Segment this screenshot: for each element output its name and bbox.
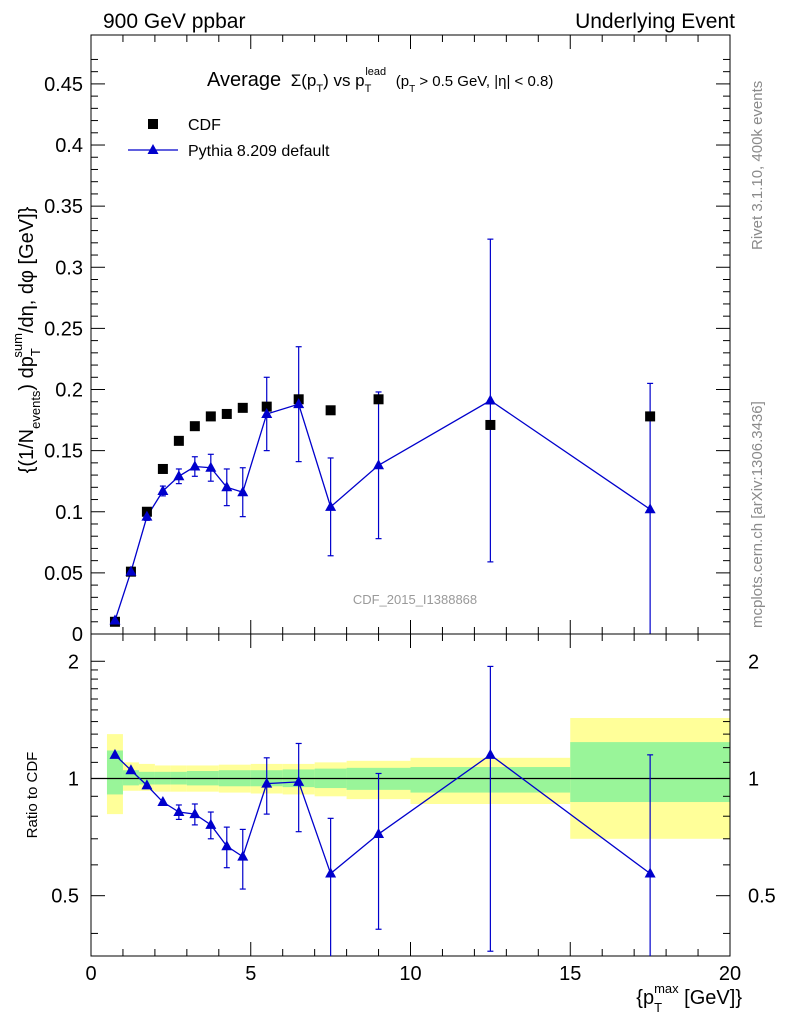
ratio-data-point <box>157 796 169 807</box>
y-tick-label: 0.2 <box>55 380 83 402</box>
data-point-cdf <box>325 405 336 416</box>
y-tick-label: 0.05 <box>44 563 83 585</box>
main-data-layer <box>109 238 656 634</box>
ratio-band-layer <box>91 717 730 839</box>
data-point-pythia <box>189 460 201 471</box>
ratio-y-tick-label-right: 0.5 <box>748 886 776 908</box>
data-point-cdf <box>261 401 272 412</box>
data-point-cdf <box>189 421 200 432</box>
main-panel: 0 0.05 0.1 0.15 0.2 0.25 0.3 0.35 0.4 0.45 Averag… <box>10 34 731 646</box>
ratio-data-point <box>373 828 385 839</box>
data-point-cdf <box>157 463 168 474</box>
histogram-id: CDF_2015_I1388868 <box>353 592 477 607</box>
header-left: 900 GeV ppbar <box>103 10 245 33</box>
header-right: Underlying Event <box>575 10 735 33</box>
data-point-pythia <box>644 503 656 514</box>
ratio-data-layer <box>109 665 656 956</box>
main-x-axis <box>90 35 731 634</box>
data-point-pythia <box>261 407 273 418</box>
ratio-data-point <box>484 748 496 759</box>
ratio-data-point <box>109 748 121 759</box>
data-point-cdf <box>645 411 656 422</box>
y-tick-label: 0.4 <box>55 135 83 157</box>
y-tick-label: 0.3 <box>55 257 83 279</box>
ratio-x-axis: 0 5 10 15 20 <box>85 634 741 985</box>
data-point-pythia <box>205 461 217 472</box>
data-point-pythia <box>109 614 121 625</box>
y-tick-label: 0.35 <box>44 196 83 218</box>
data-point-cdf <box>205 411 216 422</box>
legend-label-pythia: Pythia 8.209 default <box>188 143 330 160</box>
ratio-data-point <box>189 808 201 819</box>
data-point-pythia <box>293 398 305 409</box>
ratio-data-point <box>173 806 185 817</box>
plot-title: Average Σ(pT) vs pTlead (pT > 0.5 GeV, |… <box>207 58 553 95</box>
data-point-pythia <box>221 481 233 492</box>
x-tick-label: 20 <box>719 963 741 985</box>
data-point-cdf <box>173 435 184 446</box>
data-point-pythia <box>237 486 249 497</box>
data-point-pythia <box>125 565 137 576</box>
series-line-pythia <box>114 399 651 621</box>
ratio-data-point <box>293 775 305 786</box>
uncertainty-band-green <box>106 750 123 795</box>
data-point-pythia <box>484 394 496 405</box>
data-point-cdf <box>373 394 384 405</box>
side-note-rivet: Rivet 3.1.10, 400k events <box>749 81 766 250</box>
main-y-label: {(1/Nevents) dpTsum/dη, dφ [GeV]} <box>10 206 43 473</box>
ratio-data-point <box>325 867 337 878</box>
ratio-y-tick-label-right: 1 <box>748 768 759 790</box>
data-point-cdf <box>221 408 232 419</box>
y-tick-label: 0 <box>72 624 83 646</box>
legend-label-cdf: CDF <box>188 117 221 134</box>
ratio-data-point <box>125 764 137 775</box>
legend-marker-pythia <box>147 144 159 154</box>
data-point-pythia <box>373 459 385 470</box>
y-tick-label: 0.45 <box>44 74 83 96</box>
data-point-pythia <box>157 484 169 495</box>
ratio-data-point <box>261 777 273 788</box>
ratio-data-point <box>205 818 217 829</box>
legend-marker-cdf <box>148 119 158 129</box>
ratio-data-point <box>221 840 233 851</box>
legend: CDF Pythia 8.209 default <box>128 117 330 160</box>
ratio-y-tick-label: 1 <box>68 768 79 790</box>
ratio-y-tick-label-right: 2 <box>748 651 759 673</box>
data-point-pythia <box>173 470 185 481</box>
ratio-data-point <box>644 867 656 878</box>
data-point-cdf <box>485 419 496 430</box>
data-point-cdf <box>237 402 248 413</box>
ratio-data-point <box>141 779 153 790</box>
x-tick-label: 5 <box>245 963 256 985</box>
side-note-mcplots: mcplots.cern.ch [arXiv:1306.3436] <box>749 401 766 628</box>
ratio-panel: 0.5 0.5 1 1 2 2 0 5 10 15 20 Ratio to CDF <box>24 633 776 985</box>
ratio-y-tick-label: 0.5 <box>51 886 79 908</box>
ratio-y-label: Ratio to CDF <box>24 752 41 839</box>
x-axis-label: {pTmax [GeV]} <box>636 981 742 1015</box>
main-y-axis: 0 0.05 0.1 0.15 0.2 0.25 0.3 0.35 0.4 0.45 <box>44 58 730 646</box>
x-tick-label: 0 <box>85 963 96 985</box>
ratio-data-point <box>237 850 249 861</box>
data-point-pythia <box>141 510 153 521</box>
data-point-pythia <box>325 500 337 511</box>
x-tick-label: 10 <box>399 963 421 985</box>
ratio-y-axis: 0.5 0.5 1 1 2 2 <box>51 651 776 934</box>
y-tick-label: 0.1 <box>55 502 83 524</box>
y-tick-label: 0.15 <box>44 441 83 463</box>
y-tick-label: 0.25 <box>44 318 83 340</box>
x-tick-label: 15 <box>559 963 581 985</box>
main-plot-frame <box>90 34 731 635</box>
ratio-y-tick-label: 2 <box>68 651 79 673</box>
